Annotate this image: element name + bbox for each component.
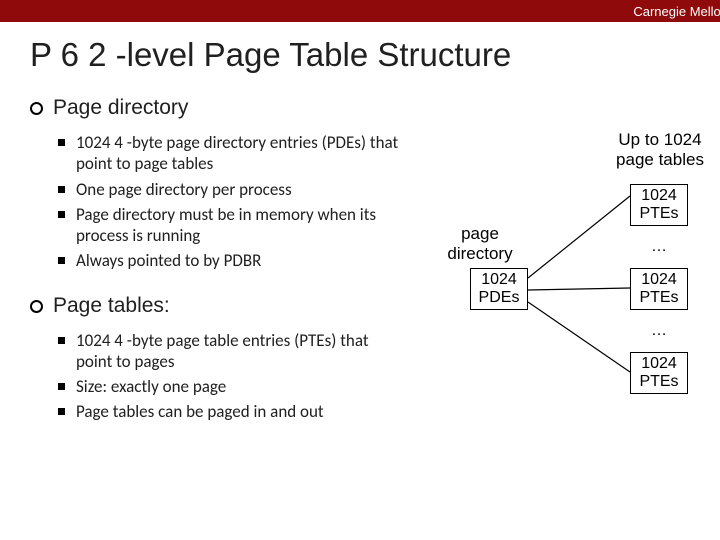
page-directory-label: page directory	[440, 224, 520, 265]
page-title: P 6 2 -level Page Table Structure	[30, 36, 720, 74]
ring-bullet-icon	[30, 102, 43, 115]
ellipsis: …	[651, 322, 667, 340]
diagram: Up to 1024 page tables page directory 10…	[410, 96, 720, 476]
list-item: 1024 4 -byte page directory entries (PDE…	[58, 132, 400, 175]
brand-label: Carnegie Mellon	[633, 4, 720, 19]
page-table-box: 1024 PTEs	[630, 184, 688, 226]
list-item: 1024 4 -byte page table entries (PTEs) t…	[58, 330, 400, 373]
text-column: Page directory 1024 4 -byte page directo…	[30, 96, 400, 445]
list-item: Page tables can be paged in and out	[58, 401, 400, 422]
page-directory-box: 1024 PDEs	[470, 268, 528, 310]
diagram-caption-top: Up to 1024 page tables	[605, 130, 715, 171]
section-2-list: 1024 4 -byte page table entries (PTEs) t…	[58, 330, 400, 423]
section-1-list: 1024 4 -byte page directory entries (PDE…	[58, 132, 400, 272]
list-item: Page directory must be in memory when it…	[58, 204, 400, 247]
section-heading-1-text: Page directory	[53, 96, 188, 120]
content-area: Page directory 1024 4 -byte page directo…	[0, 96, 720, 540]
section-heading-1: Page directory	[30, 96, 400, 120]
page-table-box: 1024 PTEs	[630, 268, 688, 310]
section-heading-2: Page tables:	[30, 294, 400, 318]
ring-bullet-icon	[30, 300, 43, 313]
list-item: Size: exactly one page	[58, 376, 400, 397]
list-item: Always pointed to by PDBR	[58, 250, 400, 271]
ellipsis: …	[651, 238, 667, 256]
list-item: One page directory per process	[58, 179, 400, 200]
section-heading-2-text: Page tables:	[53, 294, 170, 318]
page-table-box: 1024 PTEs	[630, 352, 688, 394]
brand-banner: Carnegie Mellon	[0, 0, 720, 22]
